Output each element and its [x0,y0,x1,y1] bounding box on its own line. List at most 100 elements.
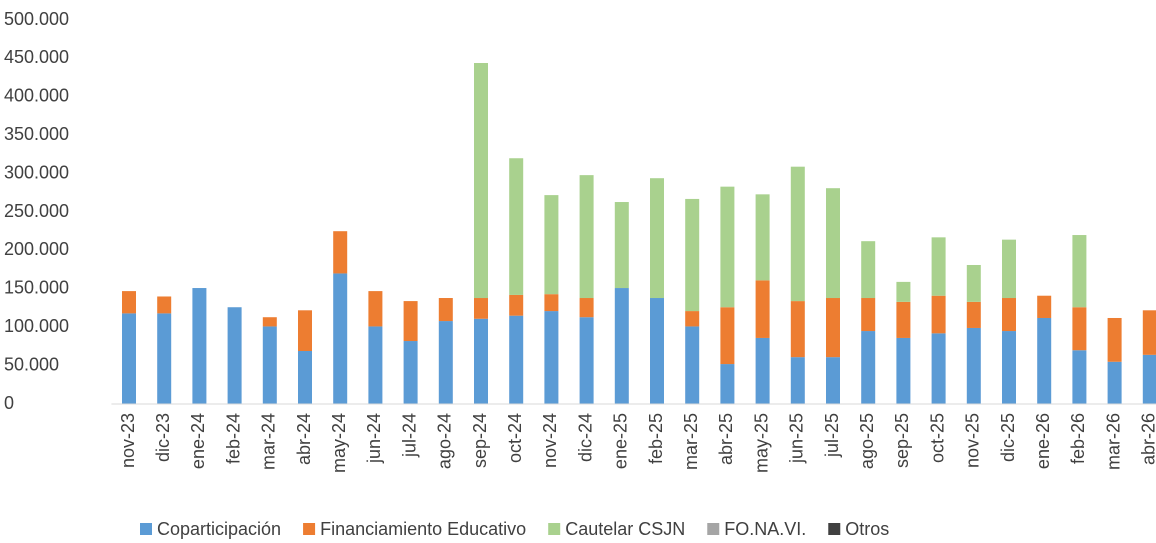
x-tick-label: mar-26 [1103,413,1123,470]
x-tick-label: sep-24 [470,413,490,468]
x-tick-label: abr-25 [716,413,736,465]
bar-segment [755,337,770,404]
bar-segment [474,318,488,404]
x-tick-label: feb-24 [223,413,243,464]
x-tick-label: mar-24 [259,413,279,470]
bar-segment [614,202,629,289]
x-tick-label: nov-25 [963,413,983,468]
x-tick-label: jul-24 [399,413,419,458]
bar-segment [966,327,981,404]
legend-swatch [140,523,152,535]
bar-segment [403,341,418,404]
legend-label: FO.NA.VI. [724,519,806,539]
bar-segment [579,175,594,299]
x-tick-label: may-24 [329,413,349,473]
x-tick-label: dic-24 [575,413,595,462]
bar-segment [1002,239,1016,299]
bar-segment [896,301,911,338]
bar-segment [1037,317,1052,404]
bar-segment [826,357,840,404]
bar-segment [368,326,383,404]
bar-segment [474,63,488,299]
bar-segment [509,315,524,404]
bar-segment [790,166,805,302]
x-tick-label: nov-24 [540,413,560,468]
y-tick-label: 450.000 [4,47,69,67]
bar-segment [861,241,876,299]
x-tick-label: ene-26 [1033,413,1053,469]
bar-segment [509,294,524,316]
bar-segment [1002,298,1016,332]
bar-segment [157,313,172,404]
bar-segment [1107,317,1122,362]
bar-segment [685,198,700,312]
x-tick-label: may-25 [751,413,771,473]
bar-segment [685,311,700,327]
bar-segment [122,313,136,404]
bar-segment [298,310,312,352]
bar-segment [1142,310,1156,355]
x-tick-label: feb-26 [1068,413,1088,464]
bar-segment [544,195,559,295]
bar-segment [931,295,946,334]
bar-segment [720,307,735,365]
bar-segment [966,301,981,328]
x-tick-label: ago-24 [435,413,455,469]
bar-segment [262,326,277,404]
x-tick-label: nov-23 [118,413,138,468]
bar-segment [1072,235,1087,308]
bar-segment [579,317,594,404]
bar-segment [720,364,735,404]
legend-label: Cautelar CSJN [565,519,685,539]
bar-segment [298,351,312,404]
bar-segment [403,301,418,342]
y-tick-label: 250.000 [4,201,69,221]
bar-segment [192,288,207,404]
bar-segment [474,298,488,319]
bar-segment [826,188,840,299]
bar-segment [227,307,242,404]
y-tick-label: 200.000 [4,239,69,259]
bar-segment [755,280,770,338]
bar-segment [333,231,348,274]
y-tick-label: 50.000 [4,354,59,374]
bar-segment [614,288,629,404]
bar-segment [755,194,770,281]
bar-segment [861,298,876,332]
y-tick-label: 150.000 [4,278,69,298]
bar-segment [720,186,735,308]
bar-segment [579,298,594,318]
legend-swatch [707,523,720,535]
x-tick-label: jun-25 [787,413,807,464]
bar-segment [262,317,277,327]
bar-segment [1002,331,1016,404]
legend-label: Financiamiento Educativo [320,519,526,539]
legend-swatch [548,523,561,535]
x-tick-label: jul-25 [822,413,842,458]
bar-segment [1037,295,1052,318]
bar-segment [544,294,559,312]
bar-segment [826,298,840,358]
bar-segment [861,331,876,404]
x-tick-label: oct-25 [927,413,947,463]
y-tick-label: 300.000 [4,162,69,182]
bar-segment [544,311,559,404]
x-tick-label: ago-25 [857,413,877,469]
bar-segment [333,273,348,404]
x-tick-label: sep-25 [892,413,912,468]
bar-segment [122,291,136,314]
x-tick-label: dic-23 [153,413,173,462]
x-tick-label: mar-25 [681,413,701,470]
legend-swatch [828,523,841,535]
bar-segment [1107,361,1122,404]
bar-segment [790,301,805,358]
x-tick-label: ene-24 [188,413,208,469]
y-tick-label: 500.000 [4,9,69,29]
x-tick-label: ene-25 [611,413,631,469]
bar-segment [931,237,946,296]
bar-segment [650,298,664,404]
legend-label: Coparticipación [157,519,281,539]
bar-segment [438,298,453,322]
bar-segment [509,158,524,295]
